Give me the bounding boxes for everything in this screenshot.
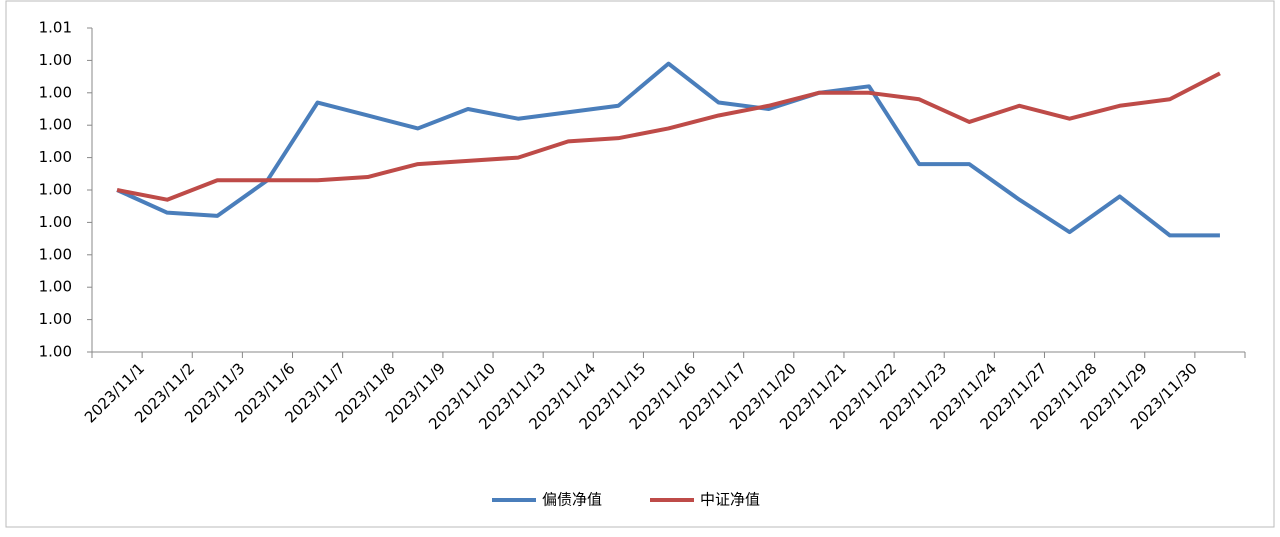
line-series: [116, 61, 1220, 238]
legend-label: 中证净值: [700, 491, 760, 509]
y-tick-label: 1.00: [39, 278, 72, 296]
y-tick-label: 1.00: [39, 213, 72, 231]
y-tick-label: 1.00: [39, 51, 72, 69]
y-tick-label: 1.00: [39, 148, 72, 166]
y-tick-label: 1.00: [39, 181, 72, 199]
legend-label: 偏债净值: [542, 491, 602, 509]
y-tick-label: 1.00: [39, 310, 72, 328]
y-tick-label: 1.00: [39, 245, 72, 263]
y-tick-label: 1.00: [39, 83, 72, 101]
y-tick-label: 1.01: [39, 19, 72, 37]
y-tick-label: 1.00: [39, 343, 72, 361]
y-tick-label: 1.00: [39, 116, 72, 134]
chart-frame: [5, 0, 1275, 528]
line-series: [116, 71, 1221, 202]
